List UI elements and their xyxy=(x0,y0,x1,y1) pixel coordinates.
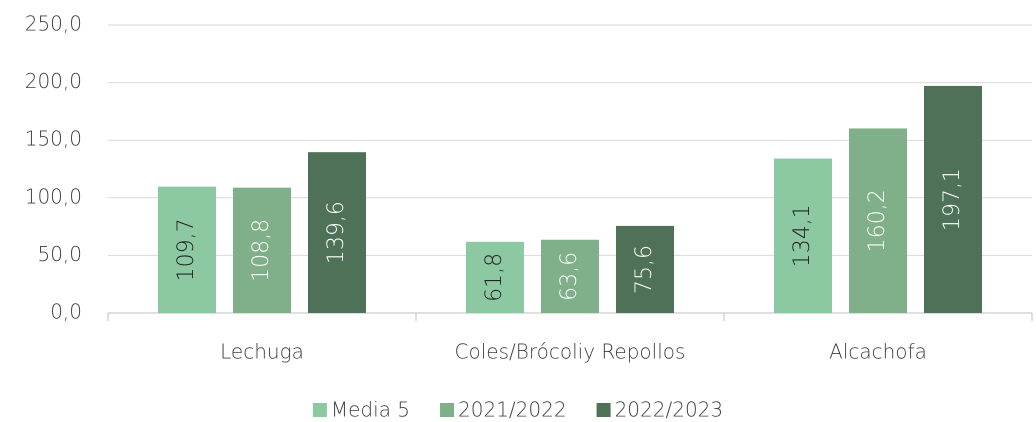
y-tick-label: 0,0 xyxy=(50,300,82,324)
data-label: 134,1 xyxy=(790,204,815,267)
y-tick-label: 100,0 xyxy=(25,184,82,208)
x-tick-label: Lechuga xyxy=(220,340,304,364)
bar xyxy=(774,158,832,313)
x-tick-label: Alcachofa xyxy=(829,340,927,364)
bar xyxy=(849,128,907,313)
data-label: 75,6 xyxy=(632,245,657,294)
data-label: 109,7 xyxy=(174,218,199,281)
data-label: 63,6 xyxy=(557,252,582,301)
data-label: 108,8 xyxy=(249,219,274,282)
bar xyxy=(924,85,982,314)
bar xyxy=(466,241,524,313)
legend-label: 2022/2023 xyxy=(615,398,724,422)
legend-swatch xyxy=(312,403,327,417)
data-label: 197,1 xyxy=(940,168,965,231)
bar xyxy=(308,152,366,313)
bar xyxy=(541,239,599,313)
bar xyxy=(616,225,674,313)
y-tick-label: 250,0 xyxy=(25,12,82,36)
bar xyxy=(233,187,291,313)
legend-swatch xyxy=(596,403,611,417)
data-label: 160,2 xyxy=(865,189,890,252)
bar xyxy=(158,186,216,313)
x-tick-label: Coles/Brócoliy Repollos xyxy=(455,340,686,364)
y-tick-label: 200,0 xyxy=(25,69,82,93)
legend-label: Media 5 xyxy=(331,398,410,422)
data-label: 61,8 xyxy=(482,253,507,302)
y-tick-label: 150,0 xyxy=(25,127,82,151)
legend-swatch xyxy=(440,403,455,417)
y-tick-label: 50,0 xyxy=(37,242,82,266)
data-label: 139,6 xyxy=(324,201,349,264)
legend-label: 2021/2022 xyxy=(458,398,567,422)
